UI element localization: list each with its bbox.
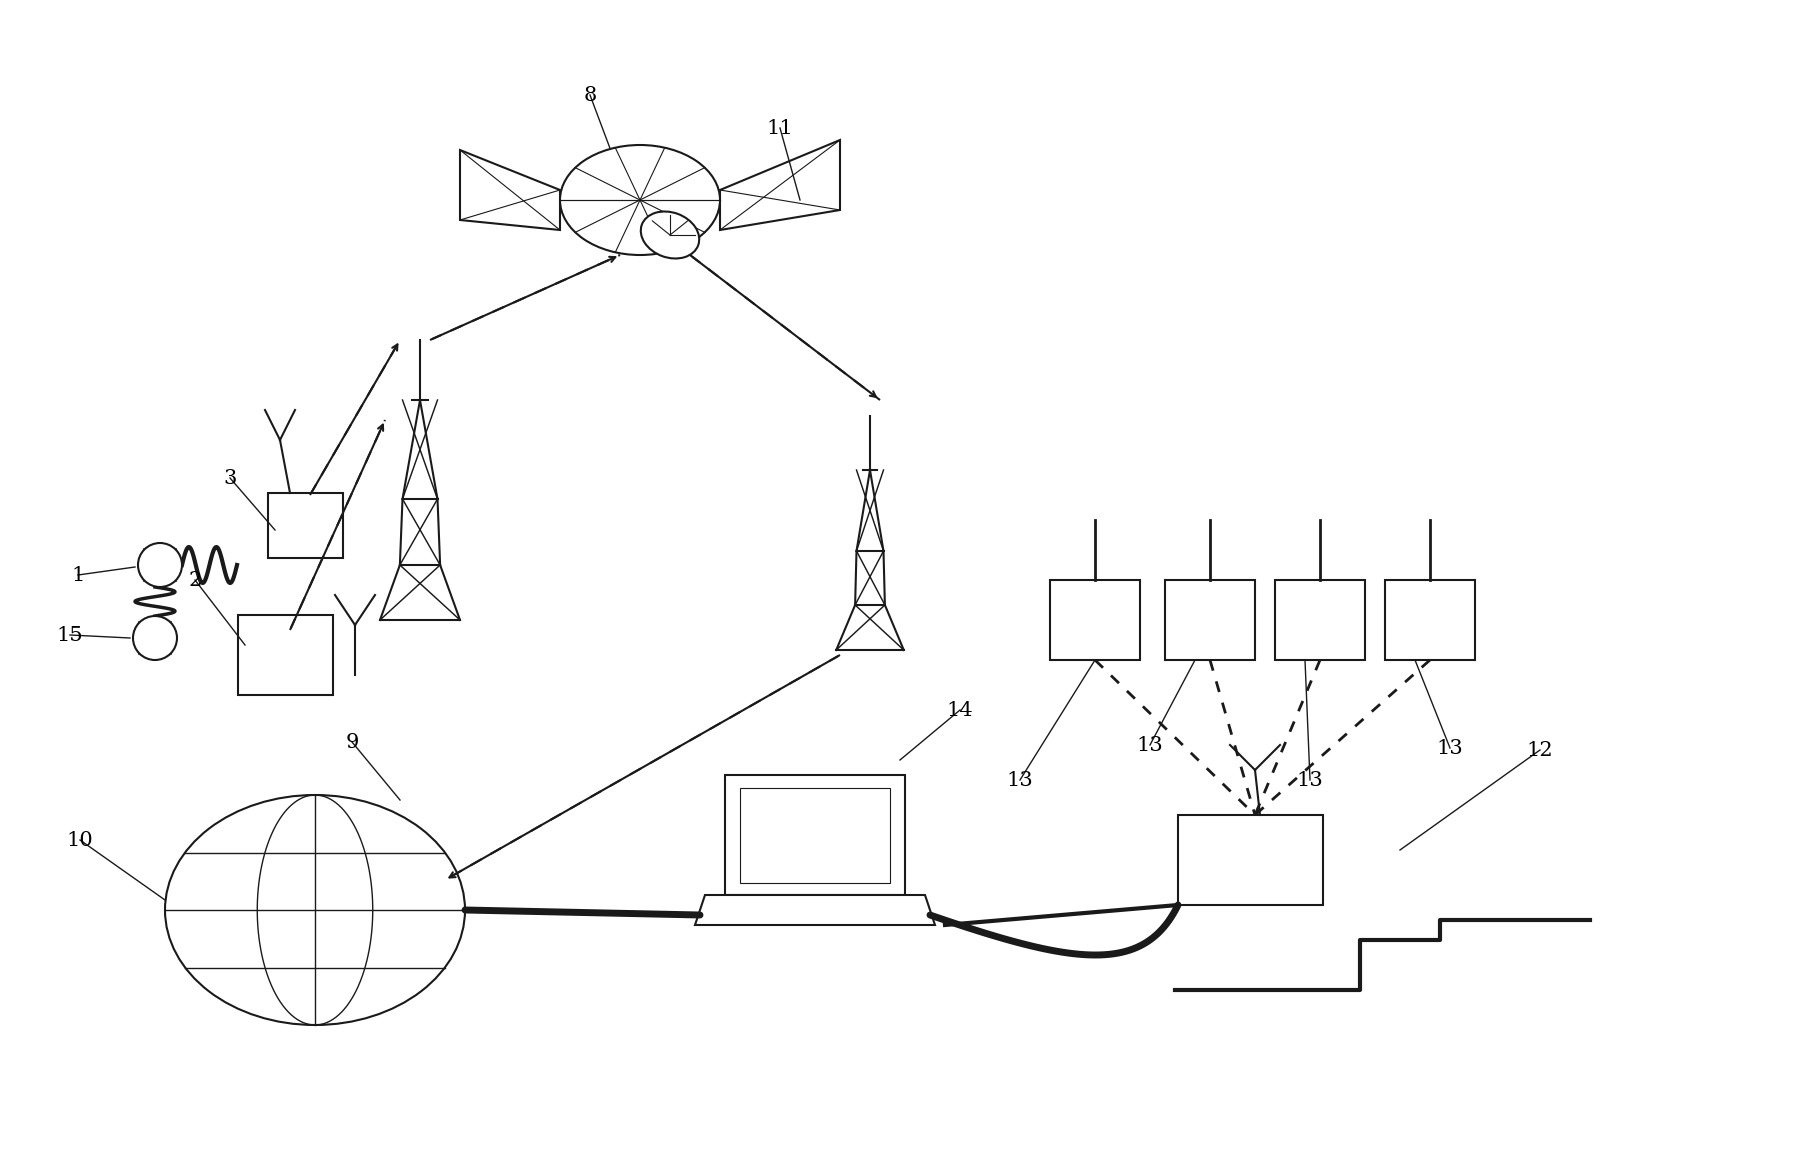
Polygon shape bbox=[695, 895, 934, 926]
Bar bbox=[238, 615, 332, 695]
Ellipse shape bbox=[640, 212, 698, 259]
Text: 13: 13 bbox=[1137, 735, 1163, 755]
Ellipse shape bbox=[165, 795, 464, 1025]
Ellipse shape bbox=[561, 145, 720, 255]
Text: 3: 3 bbox=[223, 468, 236, 488]
Bar bbox=[1165, 580, 1255, 660]
Bar bbox=[740, 788, 891, 882]
Polygon shape bbox=[461, 151, 561, 230]
Bar bbox=[267, 493, 343, 557]
Bar bbox=[1275, 580, 1364, 660]
Text: 13: 13 bbox=[1007, 770, 1034, 789]
Text: 13: 13 bbox=[1297, 770, 1324, 789]
Bar bbox=[1386, 580, 1475, 660]
Text: 14: 14 bbox=[947, 701, 974, 720]
Text: 2: 2 bbox=[189, 570, 201, 589]
Text: 13: 13 bbox=[1437, 739, 1464, 757]
Text: 12: 12 bbox=[1527, 741, 1553, 760]
Text: 10: 10 bbox=[67, 830, 93, 849]
Text: 1: 1 bbox=[71, 566, 85, 584]
Bar bbox=[726, 775, 905, 895]
Text: 9: 9 bbox=[345, 733, 359, 751]
Bar bbox=[1050, 580, 1139, 660]
Polygon shape bbox=[720, 140, 840, 230]
Text: 15: 15 bbox=[56, 626, 83, 644]
Circle shape bbox=[132, 616, 178, 660]
Text: 11: 11 bbox=[767, 119, 793, 138]
Text: 8: 8 bbox=[584, 86, 597, 105]
Bar bbox=[1177, 815, 1322, 906]
Circle shape bbox=[138, 543, 181, 587]
